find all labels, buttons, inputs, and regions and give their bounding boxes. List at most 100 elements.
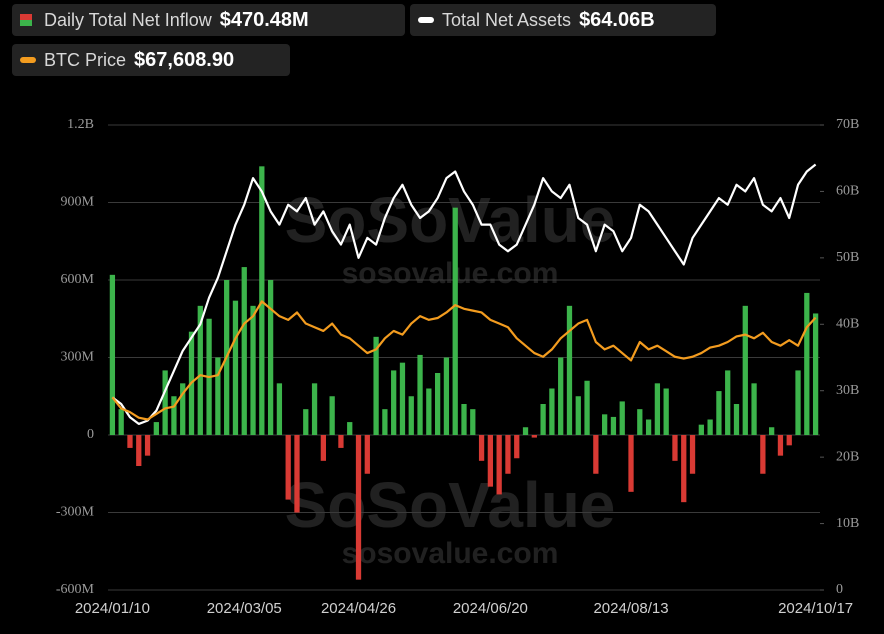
- bar: [531, 435, 537, 438]
- x-tick-label: 2024/01/10: [75, 600, 150, 617]
- bar: [540, 404, 546, 435]
- bar: [197, 305, 203, 435]
- bar: [663, 388, 669, 435]
- bar: [303, 409, 309, 435]
- bar: [232, 300, 239, 435]
- bar: [698, 424, 704, 435]
- bar: [294, 435, 300, 513]
- bar: [733, 404, 740, 435]
- bar: [478, 435, 485, 461]
- bar: [338, 435, 344, 448]
- bar: [795, 370, 801, 435]
- bar: [804, 292, 810, 435]
- bar: [311, 383, 318, 435]
- bar: [180, 383, 186, 435]
- bar: [593, 435, 599, 474]
- y-tick-label: 900M: [61, 195, 95, 210]
- legend-swatch: [20, 20, 32, 26]
- y-tick-label: -600M: [56, 582, 95, 597]
- legend-item: BTC Price $67,608.90: [12, 44, 290, 76]
- bar: [391, 370, 397, 435]
- bar: [487, 435, 494, 487]
- legend-value: $67,608.90: [134, 49, 234, 71]
- bar: [267, 280, 274, 435]
- bar: [127, 435, 133, 448]
- bar: [645, 419, 652, 435]
- bar: [215, 357, 221, 435]
- bar: [672, 435, 678, 461]
- bar: [241, 267, 247, 435]
- legend-label: Total Net Assets $64.06B: [442, 9, 655, 31]
- legend-name: BTC Price: [44, 50, 126, 70]
- bar: [760, 435, 766, 474]
- bar: [285, 435, 291, 500]
- watermark-url: sosovalue.com: [342, 257, 559, 290]
- legend-box: [12, 44, 290, 76]
- legend-box: [410, 4, 716, 36]
- bar: [575, 396, 581, 435]
- legend-value: $470.48M: [220, 9, 309, 31]
- bar: [408, 396, 414, 435]
- bar: [470, 409, 476, 435]
- bar: [654, 383, 661, 435]
- bar: [777, 435, 784, 456]
- bar: [399, 362, 406, 435]
- bar: [443, 357, 450, 435]
- bar: [496, 435, 502, 495]
- bar: [716, 391, 722, 435]
- bar: [136, 435, 142, 466]
- bar: [558, 357, 564, 435]
- watermark: SoSoValue: [285, 184, 616, 256]
- bar: [566, 305, 573, 435]
- y2-tick-label: 40B: [836, 317, 859, 332]
- legend-item: Total Net Assets $64.06B: [410, 4, 716, 36]
- bar: [329, 396, 335, 435]
- legend-swatch: [418, 17, 434, 23]
- line: [111, 300, 817, 421]
- y-tick-label: 1.2B: [67, 117, 94, 132]
- y2-tick-label: 70B: [836, 117, 859, 132]
- bar: [514, 435, 520, 459]
- bar: [689, 435, 696, 474]
- y2-tick-label: 0: [836, 582, 843, 597]
- x-tick-label: 2024/10/17: [778, 600, 853, 617]
- bar: [707, 419, 713, 435]
- bar: [162, 370, 168, 435]
- bar: [769, 427, 775, 435]
- x-tick-label: 2024/08/13: [593, 600, 668, 617]
- bar: [426, 388, 432, 435]
- bar: [355, 435, 362, 580]
- bar: [725, 370, 731, 435]
- bar: [109, 274, 116, 435]
- bar: [347, 422, 353, 435]
- bar: [751, 383, 757, 435]
- legend-swatch: [20, 14, 32, 20]
- bar: [250, 305, 256, 435]
- y2-tick-label: 60B: [836, 184, 859, 199]
- legend-item: Daily Total Net Inflow $470.48M: [12, 4, 405, 36]
- x-tick-label: 2024/06/20: [453, 600, 528, 617]
- bar: [276, 383, 283, 435]
- bar: [584, 380, 590, 435]
- y2-tick-label: 20B: [836, 449, 859, 464]
- legend-name: Total Net Assets: [442, 10, 571, 30]
- y-tick-label: 0: [87, 427, 94, 442]
- watermark: SoSoValue: [285, 469, 616, 541]
- bar: [417, 354, 423, 435]
- y-tick-label: 300M: [61, 350, 95, 365]
- bar: [628, 435, 634, 492]
- y-tick-label: 600M: [61, 272, 95, 287]
- bar: [786, 435, 792, 446]
- legend-label: Daily Total Net Inflow $470.48M: [44, 9, 309, 31]
- y2-tick-label: 10B: [836, 516, 859, 531]
- bar: [171, 396, 177, 435]
- bar: [382, 409, 388, 435]
- legend-label: BTC Price $67,608.90: [44, 49, 234, 71]
- bar: [549, 388, 555, 435]
- watermark-url: sosovalue.com: [342, 537, 559, 570]
- bar: [610, 416, 617, 435]
- bar: [681, 435, 687, 503]
- legend-box: [12, 4, 405, 36]
